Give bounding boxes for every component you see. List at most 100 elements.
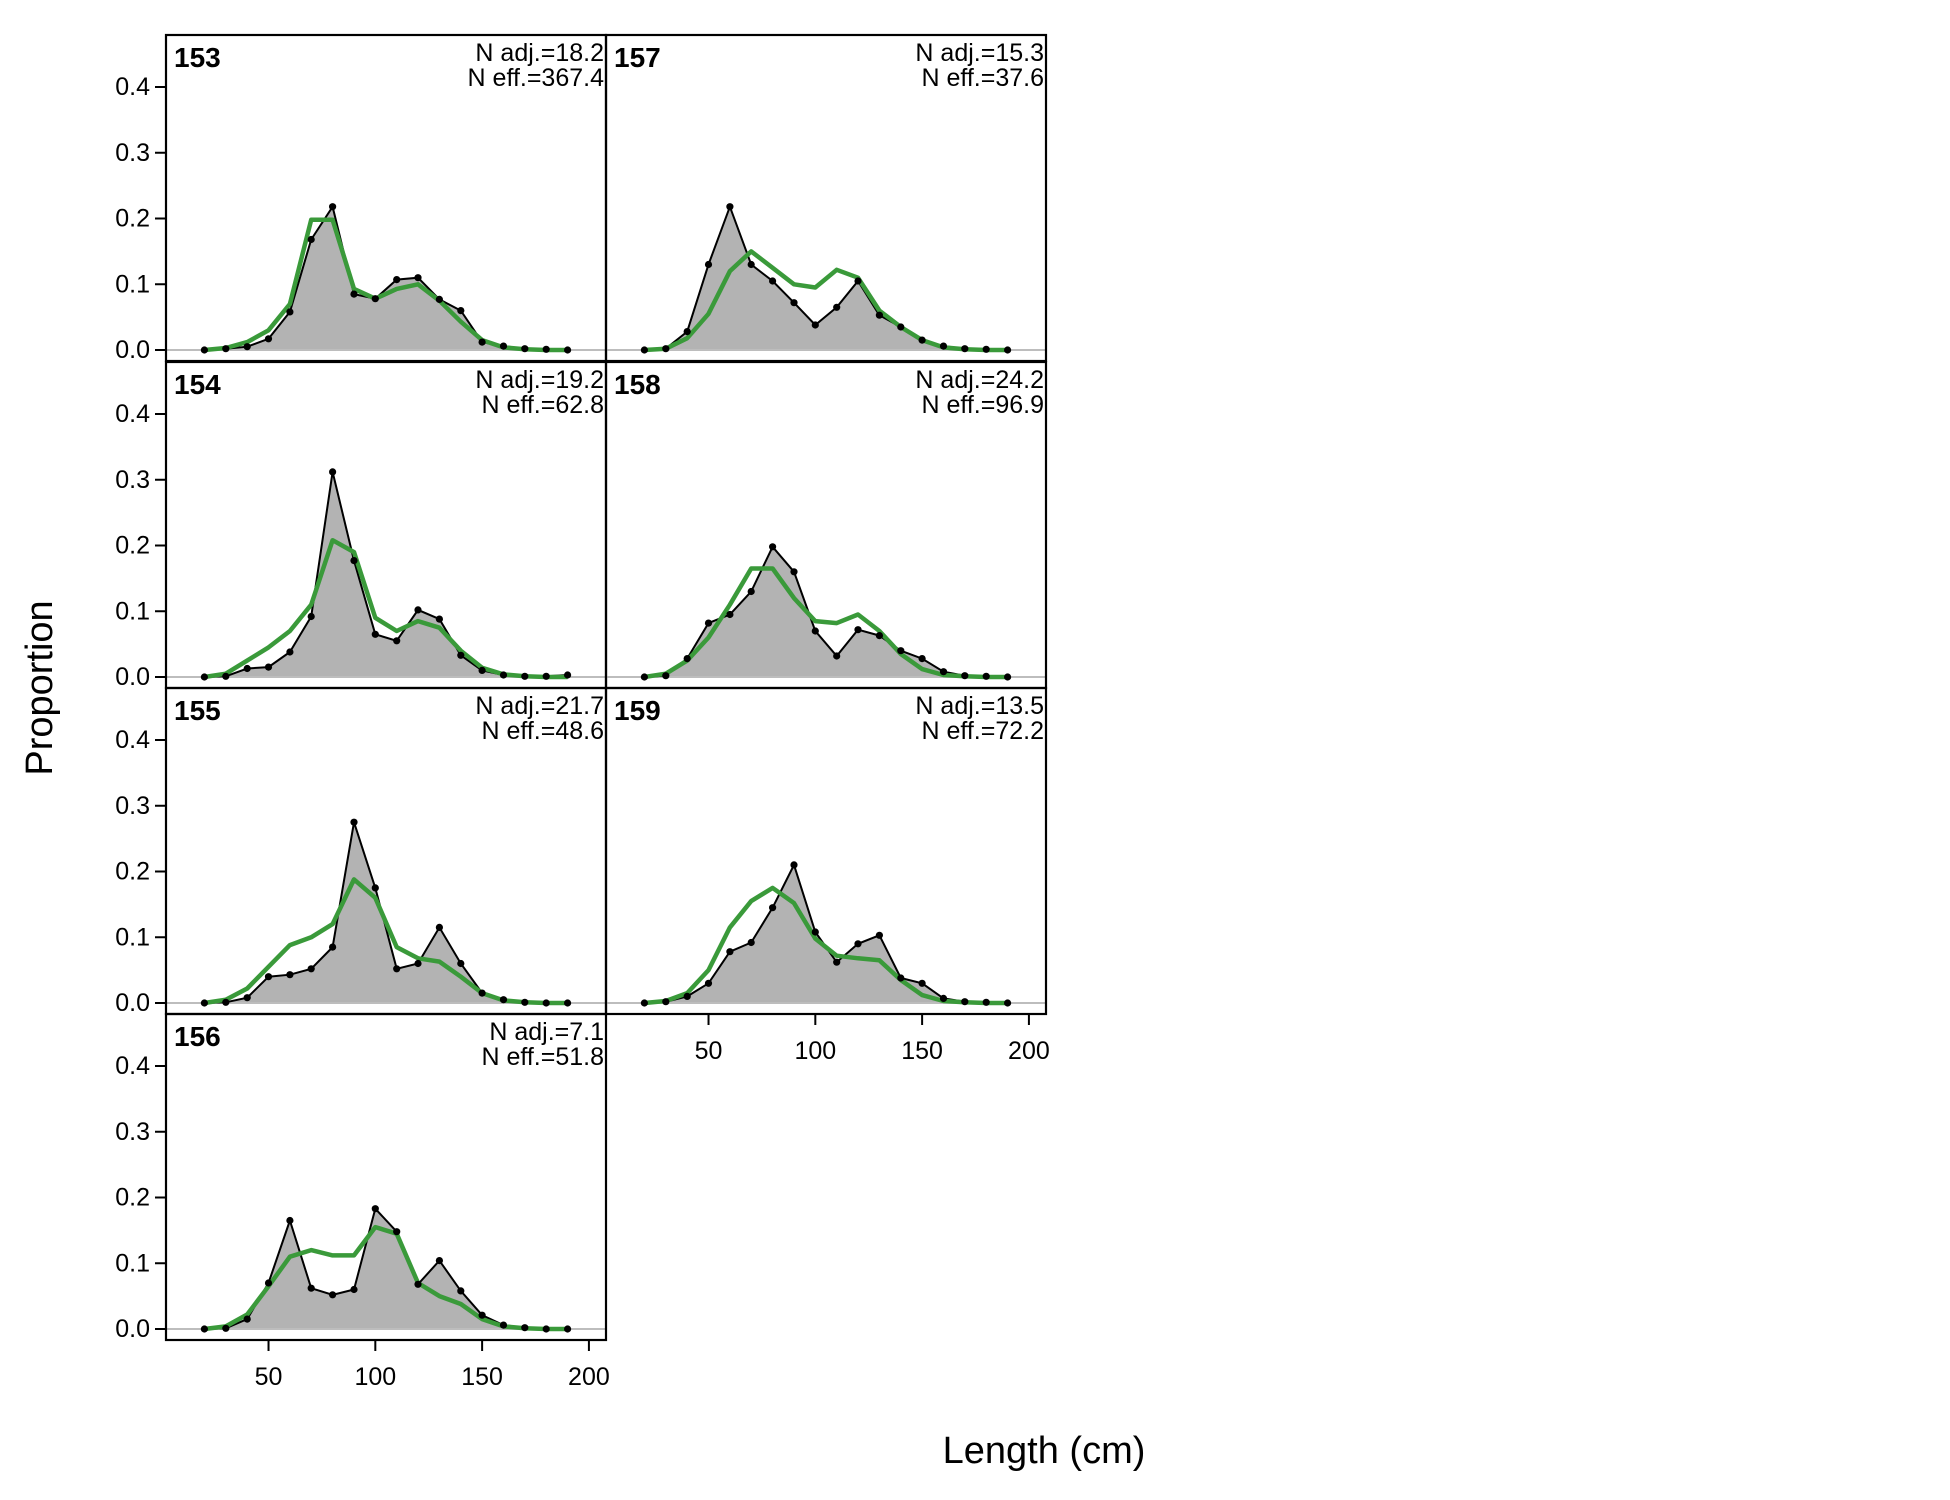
observed-point <box>393 1228 401 1236</box>
observed-point <box>350 1285 358 1294</box>
observed-point <box>222 345 230 353</box>
observed-point <box>264 1279 273 1287</box>
observed-point <box>414 959 422 968</box>
observed-point <box>414 1280 422 1288</box>
y-tick-label: 0.3 <box>115 792 150 820</box>
observed-point <box>683 655 691 663</box>
observed-point <box>286 1216 294 1225</box>
y-tick-label: 0.3 <box>115 1118 150 1146</box>
y-tick-label: 0.1 <box>115 597 150 625</box>
panel-id-label: 157 <box>614 42 661 73</box>
observed-point <box>243 1315 251 1323</box>
observed-point <box>875 311 884 319</box>
y-tick-label: 0.3 <box>115 466 150 494</box>
panel-grid: 153 N adj.=18.2N eff.=367.4 0.0 0.1 0.2 0.3 0.… <box>115 33 1050 1391</box>
observed-point <box>307 612 315 621</box>
panel-frame <box>164 1012 608 1342</box>
observed-point <box>1004 999 1012 1007</box>
observed-point <box>243 664 251 673</box>
y-tick-label: 0.0 <box>115 1315 150 1343</box>
panel-id-label: 154 <box>174 369 221 400</box>
observed-point <box>790 299 798 307</box>
observed-area <box>204 471 568 677</box>
observed-area <box>204 206 568 350</box>
observed-point <box>307 235 315 244</box>
observed-point <box>542 672 550 680</box>
observed-point <box>939 342 948 350</box>
x-tick-label: 200 <box>1008 1037 1050 1065</box>
y-tick-label: 0.4 <box>115 1052 150 1080</box>
observed-point <box>542 345 550 353</box>
n-eff-label: N eff.=96.9 <box>921 391 1044 419</box>
y-tick-label: 0.4 <box>115 726 150 754</box>
observed-point <box>264 335 273 343</box>
observed-point <box>499 1321 508 1329</box>
observed-point <box>811 928 819 936</box>
observed-point <box>854 277 862 285</box>
observed-point <box>640 999 649 1007</box>
observed-point <box>662 998 670 1006</box>
observed-point <box>371 1205 379 1213</box>
observed-point <box>414 274 422 282</box>
observed-point <box>264 973 273 981</box>
observed-area <box>644 206 1008 350</box>
observed-point <box>329 943 337 951</box>
panel-158: 158 N adj.=24.2N eff.=96.9 <box>604 360 1048 690</box>
observed-point <box>704 979 713 987</box>
observed-point <box>350 557 358 565</box>
observed-point <box>243 994 251 1002</box>
x-tick-label: 200 <box>568 1363 610 1391</box>
observed-point <box>435 1257 443 1265</box>
observed-point <box>457 1287 465 1295</box>
n-adj-label: N adj.=24.2 <box>915 366 1044 394</box>
y-tick-label: 0.0 <box>115 336 150 364</box>
observed-point <box>371 630 379 638</box>
observed-point <box>961 998 969 1006</box>
observed-line <box>644 544 1008 678</box>
expected-line <box>204 217 568 353</box>
observed-point <box>790 861 798 869</box>
observed-point <box>478 338 486 346</box>
observed-point <box>1004 346 1012 354</box>
n-adj-label: N adj.=21.7 <box>475 692 604 720</box>
observed-point <box>521 1324 529 1332</box>
observed-point <box>542 1325 550 1333</box>
n-adj-label: N adj.=15.3 <box>915 39 1044 67</box>
n-eff-label: N eff.=51.8 <box>481 1043 604 1071</box>
panel-id-label: 155 <box>174 695 221 726</box>
observed-point <box>435 295 443 303</box>
observed-area <box>644 546 1008 677</box>
observed-point <box>939 668 948 676</box>
observed-point <box>833 303 841 311</box>
observed-area <box>204 1208 568 1329</box>
observed-point <box>726 203 734 211</box>
observed-point <box>769 904 777 912</box>
observed-area <box>204 822 568 1003</box>
observed-point <box>982 998 990 1006</box>
expected-line <box>644 249 1008 353</box>
observed-point <box>329 468 337 476</box>
observed-point <box>640 673 649 681</box>
observed-point <box>704 619 713 627</box>
panel-id-label: 156 <box>174 1021 221 1052</box>
observed-point <box>499 342 508 350</box>
observed-point <box>854 940 862 948</box>
observed-point <box>640 346 649 354</box>
n-eff-label: N eff.=48.6 <box>481 717 604 745</box>
observed-point <box>286 648 294 656</box>
observed-point <box>726 948 734 956</box>
n-adj-label: N adj.=19.2 <box>475 366 604 394</box>
observed-point <box>371 295 379 303</box>
y-tick-label: 0.2 <box>115 205 150 233</box>
observed-point <box>542 999 550 1007</box>
observed-point <box>875 632 884 640</box>
observed-point <box>243 343 251 351</box>
y-tick-label: 0.2 <box>115 858 150 886</box>
observed-point <box>499 671 508 679</box>
observed-point <box>264 663 273 671</box>
observed-point <box>350 818 358 826</box>
observed-point <box>897 974 905 982</box>
observed-point <box>393 965 401 973</box>
observed-point <box>918 655 926 663</box>
